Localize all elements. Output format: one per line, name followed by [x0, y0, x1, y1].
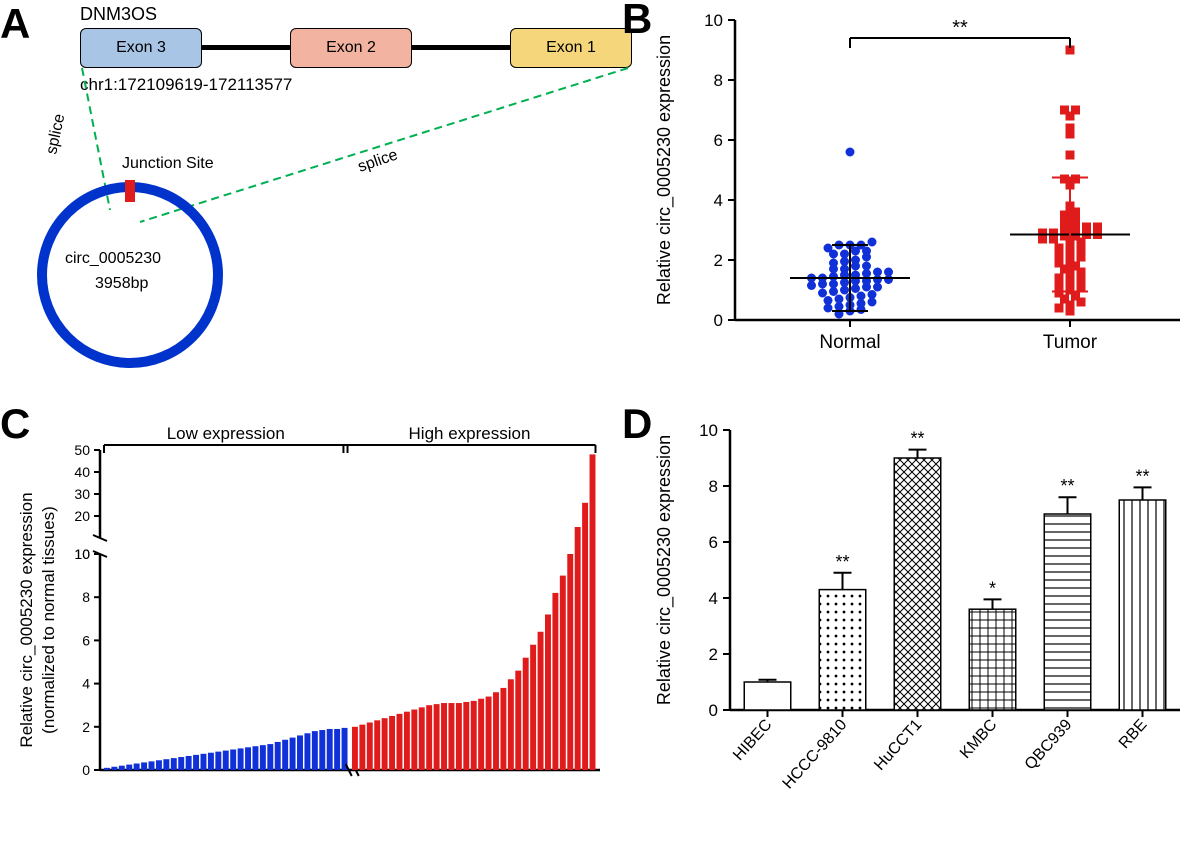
svg-text:Tumor: Tumor — [1043, 332, 1098, 353]
svg-text:4: 4 — [714, 191, 723, 210]
panel-c-label: C — [0, 400, 30, 448]
svg-text:8: 8 — [709, 477, 718, 496]
svg-text:40: 40 — [74, 464, 90, 480]
splice-label-left: splice — [43, 112, 68, 156]
svg-text:4: 4 — [82, 676, 90, 692]
svg-text:*: * — [989, 578, 996, 598]
panel-c-svg: 02468101020304050Relative circ_0005230 e… — [0, 400, 620, 856]
svg-text:HuCCT1: HuCCT1 — [871, 716, 925, 774]
svg-text:**: ** — [910, 429, 924, 449]
svg-text:Low expression: Low expression — [167, 424, 285, 443]
svg-text:QBC939: QBC939 — [1022, 716, 1076, 773]
svg-text:50: 50 — [74, 442, 90, 458]
svg-text:6: 6 — [709, 533, 718, 552]
svg-text:6: 6 — [714, 131, 723, 150]
svg-text:High expression: High expression — [409, 424, 531, 443]
panel-b-label: B — [622, 0, 652, 43]
svg-text:Normal: Normal — [819, 332, 880, 353]
panel-c-bars: C 02468101020304050Relative circ_0005230… — [0, 400, 620, 856]
svg-text:KMBC: KMBC — [957, 716, 1001, 762]
svg-text:2: 2 — [82, 719, 90, 735]
junction-site-label: Junction Site — [122, 155, 214, 173]
panel-a-diagram: A DNM3OS Exon 3 Exon 2 Exon 1 chr1:17210… — [0, 0, 620, 380]
svg-text:10: 10 — [704, 11, 723, 30]
panel-d-label: D — [622, 400, 652, 448]
svg-text:10: 10 — [74, 546, 90, 562]
svg-text:HCCC-9810: HCCC-9810 — [780, 716, 851, 792]
panel-b-scatter: B 0246810Relative circ_0005230 expressio… — [640, 0, 1200, 380]
svg-text:**: ** — [1060, 476, 1074, 496]
svg-text:4: 4 — [709, 589, 718, 608]
svg-text:8: 8 — [714, 71, 723, 90]
svg-text:**: ** — [1135, 466, 1149, 486]
svg-text:**: ** — [835, 552, 849, 572]
panel-b-svg: 0 2 4 6 8 10 Relative circ_0005230 expression N… — [640, 0, 1200, 380]
svg-text:30: 30 — [74, 486, 90, 502]
svg-text:0: 0 — [709, 701, 718, 720]
svg-text:8: 8 — [82, 589, 90, 605]
svg-text:Relative circ_0005230 expressi: Relative circ_0005230 expression — [17, 492, 36, 747]
svg-text:Relative circ_0005230 expressi: Relative circ_0005230 expression — [654, 35, 675, 305]
svg-text:RBE: RBE — [1116, 716, 1151, 752]
svg-text:Relative circ_0005230 expressi: Relative circ_0005230 expression — [654, 435, 675, 705]
svg-text:2: 2 — [709, 645, 718, 664]
svg-text:10: 10 — [699, 421, 718, 440]
panel-d-bars: D 0246810Relative circ_0005230 expressio… — [640, 400, 1200, 856]
svg-text:(normalized to normal tissues): (normalized to normal tissues) — [39, 506, 58, 734]
circ-name-text: circ_0005230 — [65, 250, 161, 268]
svg-text:HIBEC: HIBEC — [730, 716, 775, 764]
circ-size-text: 3958bp — [95, 275, 148, 293]
svg-text:2: 2 — [714, 251, 723, 270]
svg-text:0: 0 — [82, 762, 90, 778]
svg-text:20: 20 — [74, 508, 90, 524]
svg-text:0: 0 — [714, 311, 723, 330]
svg-text:**: ** — [952, 17, 968, 39]
panel-d-svg: 0 2 4 6 8 10 Relative circ_0005230 expression H… — [640, 400, 1200, 856]
svg-text:6: 6 — [82, 632, 90, 648]
